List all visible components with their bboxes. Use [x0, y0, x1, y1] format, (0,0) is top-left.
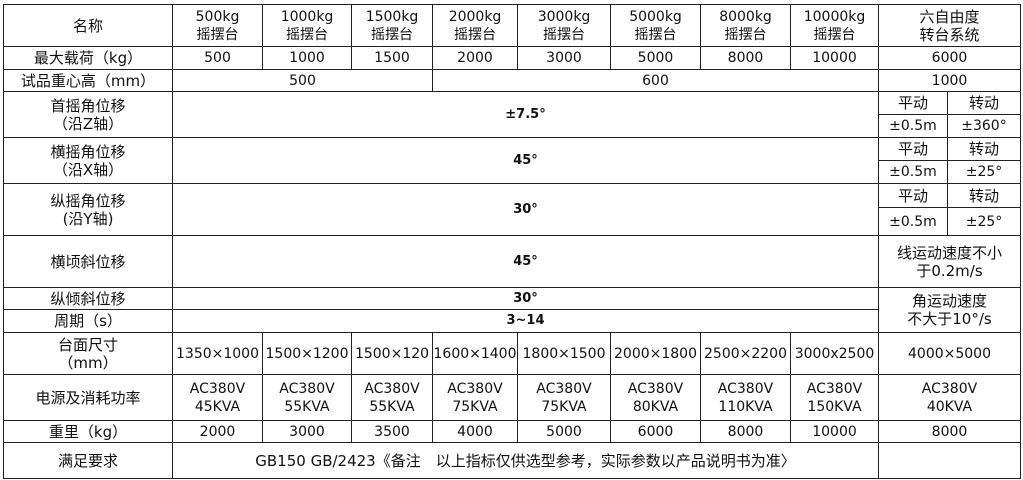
- model-header: 5000kg 摇摆台: [610, 4, 701, 47]
- cell: 转动: [947, 183, 1021, 208]
- cell: 1000: [878, 69, 1021, 92]
- standard-row: 满足要求 GB150 GB/2423《备注 以上指标仅供选型参考，实际参数以产品…: [3, 442, 1021, 479]
- cell: 8000: [878, 420, 1021, 443]
- model-header: 3000kg 摇摆台: [517, 4, 611, 47]
- cell: 2000×1800: [610, 332, 701, 375]
- cell: 45°: [172, 235, 879, 288]
- cell: 1000: [262, 46, 352, 70]
- max-load-row: 最大载荷（kg） 500 1000 1500 2000 3000 5000 80…: [3, 46, 1021, 70]
- yaw-row: 首摇角位移 （沿Z轴） ±7.5° 平动 转动: [3, 91, 1021, 138]
- cell: 500: [172, 46, 263, 70]
- cell: ±7.5°: [172, 91, 879, 138]
- weight-row: 重里（kg） 2000 3000 3500 4000 5000 6000 800…: [3, 420, 1021, 443]
- row-label: 纵倾斜位移: [3, 287, 173, 310]
- model-header: 2000kg 摇摆台: [432, 4, 518, 47]
- cell: 2000: [172, 420, 263, 443]
- cell: 600: [432, 69, 879, 92]
- cell: ±25°: [947, 160, 1021, 184]
- spec-table: 名称 500kg 摇摆台 1000kg 摇摆台 1500kg 摇摆台 2000kg 摇摆…: [3, 4, 1021, 479]
- row-label: 试品重心高（mm）: [3, 69, 173, 92]
- header-label: 名称: [3, 4, 173, 47]
- cell: 1500×1200: [262, 332, 352, 375]
- row-label: 横顷斜位移: [3, 235, 173, 288]
- cell: ±25°: [947, 207, 1021, 236]
- long-tilt-row: 纵倾斜位移 30° 角运动速度 不大于10°/s: [3, 287, 1021, 333]
- cell: 10000: [790, 420, 879, 443]
- cell: 6000: [878, 46, 1021, 70]
- cell: 平动: [878, 91, 948, 115]
- cell: 平动: [878, 183, 948, 208]
- cell: AC380V 75KVA: [517, 374, 611, 421]
- cell: 6000: [610, 420, 701, 443]
- cell: 线运动速度不小 于0.2m/s: [878, 235, 1021, 288]
- cell: 5000: [610, 46, 701, 70]
- cell: ±0.5m: [878, 160, 948, 184]
- cell: 500: [172, 69, 433, 92]
- cell: AC380V 75KVA: [432, 374, 518, 421]
- model-header: 1500kg 摇摆台: [351, 4, 433, 47]
- row-label: 重里（kg）: [3, 420, 173, 443]
- cell: 30°: [172, 183, 879, 236]
- table-size-row: 台面尺寸 （mm） 1350×1000 1500×1200 1500×120 16…: [3, 332, 1021, 375]
- cell: 3~14: [172, 309, 879, 333]
- cell: 30°: [172, 287, 879, 310]
- cell: AC380V 80KVA: [610, 374, 701, 421]
- row-label: 周期（s）: [3, 309, 173, 333]
- cell: 2000: [432, 46, 518, 70]
- cell: 1350×1000: [172, 332, 263, 375]
- power-row: 电源及消耗功率 AC380V 45KVA AC380V 55KVA AC380V 55…: [3, 374, 1021, 421]
- cell: GB150 GB/2423《备注 以上指标仅供选型参考，实际参数以产品说明书为准…: [172, 442, 879, 479]
- cog-row: 试品重心高（mm） 500 600 1000: [3, 69, 1021, 92]
- cell: ±0.5m: [878, 114, 948, 138]
- cell: 45°: [172, 137, 879, 184]
- cell: 角运动速度 不大于10°/s: [878, 287, 1021, 333]
- cell: 转动: [947, 91, 1021, 115]
- cell: 3000x2500: [790, 332, 879, 375]
- row-label: 满足要求: [3, 442, 173, 479]
- cell: AC380V 150KVA: [790, 374, 879, 421]
- row-label: 首摇角位移 （沿Z轴）: [3, 91, 173, 138]
- row-label: 横摇角位移 （沿X轴）: [3, 137, 173, 184]
- cell: 4000: [432, 420, 518, 443]
- cell: 8000: [700, 46, 791, 70]
- cell: 3500: [351, 420, 433, 443]
- cell: 转动: [947, 137, 1021, 161]
- cell: 3000: [262, 420, 352, 443]
- model-header: 1000kg 摇摆台: [262, 4, 352, 47]
- model-header: 500kg 摇摆台: [172, 4, 263, 47]
- cell: AC380V 40KVA: [878, 374, 1021, 421]
- row-label: 台面尺寸 （mm）: [3, 332, 173, 375]
- cell: 4000×5000: [878, 332, 1021, 375]
- cell: 1500: [351, 46, 433, 70]
- lateral-tilt-row: 横顷斜位移 45° 线运动速度不小 于0.2m/s: [3, 235, 1021, 288]
- cell: 1500×120: [351, 332, 433, 375]
- period-row: 周期（s） 3~14: [3, 309, 1021, 333]
- cell: 3000: [517, 46, 611, 70]
- model-header: 8000kg 摇摆台: [700, 4, 791, 47]
- cell: AC380V 110KVA: [700, 374, 791, 421]
- cell: 1800×1500: [517, 332, 611, 375]
- row-label: 纵摇角位移 (沿Y轴): [3, 183, 173, 236]
- cell: ±0.5m: [878, 207, 948, 236]
- cell: 5000: [517, 420, 611, 443]
- empty-cell: [878, 442, 1021, 479]
- roll-row: 横摇角位移 （沿X轴） 45° 平动 转动: [3, 137, 1021, 184]
- six-dof-header: 六自由度 转台系统: [878, 4, 1021, 47]
- cell: 平动: [878, 137, 948, 161]
- cell: 1600×1400: [432, 332, 518, 375]
- cell: AC380V 45KVA: [172, 374, 263, 421]
- cell: 10000: [790, 46, 879, 70]
- row-label: 电源及消耗功率: [3, 374, 173, 421]
- cell: 2500×2200: [700, 332, 791, 375]
- header-row: 名称 500kg 摇摆台 1000kg 摇摆台 1500kg 摇摆台 2000kg 摇摆…: [3, 4, 1021, 47]
- cell: AC380V 55KVA: [262, 374, 352, 421]
- row-label: 最大载荷（kg）: [3, 46, 173, 70]
- cell: AC380V 55KVA: [351, 374, 433, 421]
- cell: ±360°: [947, 114, 1021, 138]
- model-header: 10000kg 摇摆台: [790, 4, 879, 47]
- pitch-row: 纵摇角位移 (沿Y轴) 30° 平动 转动: [3, 183, 1021, 236]
- cell: 8000: [700, 420, 791, 443]
